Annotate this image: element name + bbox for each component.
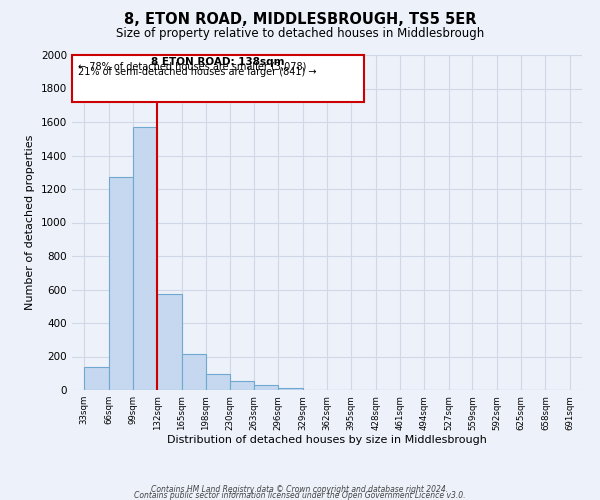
Text: 8 ETON ROAD: 138sqm: 8 ETON ROAD: 138sqm xyxy=(151,56,284,66)
Text: Size of property relative to detached houses in Middlesbrough: Size of property relative to detached ho… xyxy=(116,28,484,40)
Bar xyxy=(157,294,182,390)
Bar xyxy=(133,127,157,390)
Bar xyxy=(254,385,278,390)
Bar xyxy=(278,388,302,390)
Bar xyxy=(230,381,254,390)
Text: Contains public sector information licensed under the Open Government Licence v3: Contains public sector information licen… xyxy=(134,490,466,500)
Text: ← 78% of detached houses are smaller (3,078): ← 78% of detached houses are smaller (3,… xyxy=(78,62,306,72)
Y-axis label: Number of detached properties: Number of detached properties xyxy=(25,135,35,310)
Text: 8, ETON ROAD, MIDDLESBROUGH, TS5 5ER: 8, ETON ROAD, MIDDLESBROUGH, TS5 5ER xyxy=(124,12,476,28)
Bar xyxy=(182,354,206,390)
Bar xyxy=(206,374,230,390)
Bar xyxy=(84,366,109,390)
Bar xyxy=(109,178,133,390)
X-axis label: Distribution of detached houses by size in Middlesbrough: Distribution of detached houses by size … xyxy=(167,436,487,446)
Text: Contains HM Land Registry data © Crown copyright and database right 2024.: Contains HM Land Registry data © Crown c… xyxy=(151,485,449,494)
Text: 21% of semi-detached houses are larger (841) →: 21% of semi-detached houses are larger (… xyxy=(78,66,316,76)
FancyBboxPatch shape xyxy=(72,55,364,102)
